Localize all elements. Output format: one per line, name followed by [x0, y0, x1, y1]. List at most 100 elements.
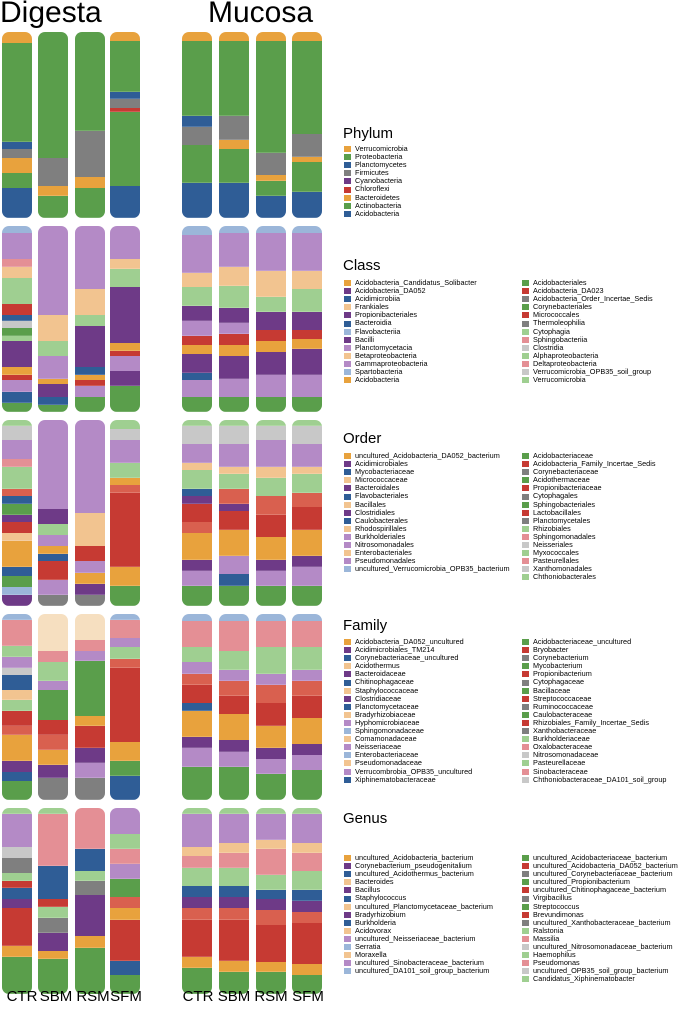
segment-genus-digesta-sbm-3	[38, 899, 68, 908]
legend-swatch	[344, 501, 351, 508]
legend-label: Corynebacteriaceae_uncultured	[355, 653, 459, 663]
segment-family-digesta-sbm-8	[38, 764, 68, 779]
segment-order-digesta-ctr-9	[2, 522, 32, 534]
segment-genus-mucosa-ctr-5	[182, 886, 212, 898]
legend-column-1: Acidobacteria_Candidatus_Solibacter Acido…	[344, 278, 477, 384]
bar-genus-mucosa-rsm	[256, 808, 286, 994]
legend-swatch	[522, 760, 529, 767]
legend-label: Massilia	[533, 933, 560, 943]
segment-order-mucosa-ctr-4	[182, 470, 212, 490]
legend-swatch	[522, 703, 529, 710]
legend-item: uncultured_Acidobacteria_DA052_bacterium	[522, 861, 678, 870]
legend-item: Ralstonia	[522, 926, 678, 935]
legend-item: Frankiales	[344, 303, 477, 311]
segment-order-mucosa-rsm-5	[256, 496, 286, 516]
segment-family-mucosa-rsm-2	[256, 647, 286, 674]
legend-label: Sphingomonadaceae	[355, 726, 424, 736]
legend-label: Thermoleophilia	[533, 318, 585, 328]
segment-genus-mucosa-ctr-0	[182, 808, 212, 815]
segment-phylum-mucosa-sfm-3	[292, 156, 322, 163]
legend-item: Chloroflexi	[344, 185, 408, 193]
segment-family-mucosa-ctr-9	[182, 747, 212, 767]
segment-class-digesta-ctr-6	[2, 315, 32, 322]
segment-phylum-digesta-ctr-3	[2, 149, 32, 159]
segment-order-mucosa-ctr-9	[182, 533, 212, 560]
x-label-mucosa-sbm: SBM	[217, 988, 251, 1005]
legend-item: Firmicutes	[344, 169, 408, 177]
legend-swatch	[344, 533, 351, 540]
segment-genus-digesta-rsm-6	[75, 947, 105, 994]
bar-phylum-digesta-sbm	[38, 32, 68, 218]
segment-family-digesta-rsm-1	[75, 640, 105, 652]
segment-phylum-digesta-ctr-0	[2, 32, 32, 44]
segment-phylum-mucosa-rsm-3	[256, 175, 286, 182]
legend-item: uncultured_Acidobacteria_bacterium	[344, 853, 493, 862]
bar-family-digesta-sbm	[38, 614, 68, 800]
segment-class-mucosa-sfm-1	[292, 233, 322, 272]
legend-item: Pseudomonadales	[344, 557, 510, 565]
segment-genus-digesta-sfm-7	[110, 919, 140, 961]
bar-order-mucosa-ctr	[182, 420, 212, 606]
legend-item: Verrucomicrobia	[344, 144, 408, 153]
segment-family-mucosa-sbm-8	[219, 751, 249, 767]
legend-swatch	[522, 863, 529, 870]
legend-label: uncultured_Acidobacteriaceae_bacterium	[533, 853, 668, 862]
legend-label: Virgibacillus	[533, 893, 572, 903]
segment-class-mucosa-ctr-11	[182, 397, 212, 412]
bar-family-digesta-sfm	[110, 614, 140, 800]
segment-family-mucosa-sbm-2	[219, 651, 249, 671]
legend-item: Bradyrhizobium	[344, 909, 493, 919]
segment-class-mucosa-sbm-4	[219, 307, 249, 324]
segment-genus-digesta-sfm-0	[110, 808, 140, 835]
legend-label: Betaproteobacteria	[355, 350, 417, 360]
legend-swatch	[344, 719, 351, 726]
segment-family-digesta-sbm-4	[38, 690, 68, 721]
legend-item: Gammaproteobacteria	[344, 359, 477, 368]
segment-class-digesta-rsm-0	[75, 226, 105, 290]
segment-genus-mucosa-rsm-3	[256, 848, 286, 876]
legend-label: Pseudomonadaceae	[355, 758, 422, 768]
segment-genus-mucosa-rsm-10	[256, 971, 286, 994]
segment-class-mucosa-ctr-4	[182, 305, 212, 322]
legend-label: uncultured_Propionibacterium	[533, 877, 630, 887]
legend-label: Burkholderia	[355, 917, 396, 927]
legend-swatch	[522, 887, 529, 894]
legend-item: Chthoniobacteraceae_DA101_soil_group	[522, 775, 666, 784]
segment-class-digesta-ctr-7	[2, 320, 32, 329]
segment-class-mucosa-ctr-0	[182, 226, 212, 236]
legend-swatch	[522, 533, 529, 540]
segment-order-digesta-rsm-0	[75, 420, 105, 514]
bar-family-mucosa-sfm	[292, 614, 322, 800]
legend-label: Rhizobiales	[533, 523, 571, 533]
legend-label: Firmicutes	[355, 168, 389, 178]
legend-swatch	[344, 879, 351, 886]
segment-family-mucosa-ctr-8	[182, 736, 212, 749]
segment-phylum-digesta-sfm-0	[110, 32, 140, 42]
legend-item: Acidobacteria	[344, 376, 477, 384]
segment-class-mucosa-ctr-3	[182, 287, 212, 307]
legend-swatch	[344, 944, 351, 951]
segment-phylum-mucosa-sfm-2	[292, 134, 322, 158]
legend-label: Planctomycetaceae	[355, 701, 419, 711]
segment-genus-mucosa-rsm-0	[256, 808, 286, 815]
segment-order-digesta-ctr-11	[2, 540, 32, 568]
segment-order-mucosa-sbm-4	[219, 473, 249, 490]
segment-class-digesta-rsm-7	[75, 385, 105, 398]
legend-swatch	[344, 453, 351, 460]
segment-class-digesta-sfm-5	[110, 350, 140, 357]
segment-order-mucosa-sbm-8	[219, 529, 249, 557]
segment-phylum-digesta-sfm-6	[110, 186, 140, 218]
legend-swatch	[344, 509, 351, 516]
segment-family-digesta-ctr-7	[2, 699, 32, 712]
legend-item: uncultured_Xanthobacteraceae_bacterium	[522, 918, 678, 927]
segment-order-digesta-sfm-1	[110, 429, 140, 441]
segment-phylum-digesta-sbm-0	[38, 32, 68, 159]
legend-item: Bryobacter	[522, 645, 666, 654]
legend-item: Bacteroidetes	[344, 193, 408, 202]
legend-label: Pasteurellaceae	[533, 758, 586, 768]
legend-label: uncultured_Acidobacteria_bacterium	[355, 853, 474, 862]
legend-label: Clostridia	[533, 342, 564, 352]
legend-label: Planctomycetes	[355, 160, 407, 170]
legend-label: Bradyrhizobium	[355, 909, 406, 919]
legend-swatch	[344, 178, 351, 185]
